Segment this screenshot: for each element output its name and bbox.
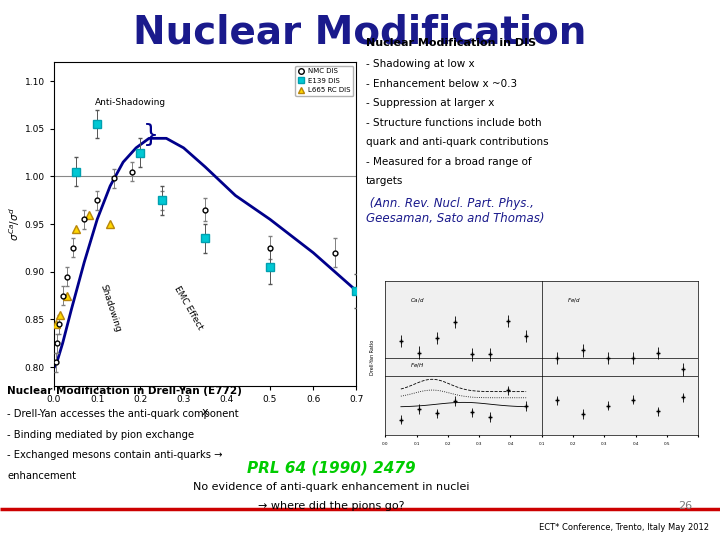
Text: quark and anti-quark contributions: quark and anti-quark contributions <box>366 137 549 147</box>
Legend: NMC DIS, E139 DIS, L665 RC DIS: NMC DIS, E139 DIS, L665 RC DIS <box>295 65 353 96</box>
L665 RC DIS <box>52 321 60 327</box>
Text: No evidence of anti-quark enhancement in nuclei: No evidence of anti-quark enhancement in… <box>193 482 469 492</box>
Text: → where did the pions go?: → where did the pions go? <box>258 501 405 511</box>
Text: Nuclear Modification in DIS: Nuclear Modification in DIS <box>366 38 536 48</box>
L665 RC DIS <box>71 226 80 232</box>
Text: $\mathit{Ca/d}$: $\mathit{Ca/d}$ <box>410 296 425 304</box>
Text: Shadowing: Shadowing <box>98 283 122 333</box>
Line: L665 RC DIS: L665 RC DIS <box>52 211 114 328</box>
Text: - Shadowing at low x: - Shadowing at low x <box>366 59 474 70</box>
Text: ECT* Conference, Trento, Italy May 2012: ECT* Conference, Trento, Italy May 2012 <box>539 523 709 532</box>
L665 RC DIS <box>106 221 114 227</box>
Text: Nuclear Modification in Drell-Yan (E772): Nuclear Modification in Drell-Yan (E772) <box>7 386 242 396</box>
Text: Nuclear Modification: Nuclear Modification <box>133 14 587 51</box>
Text: - Exchanged mesons contain anti-quarks →: - Exchanged mesons contain anti-quarks → <box>7 450 222 461</box>
Text: $\mathit{Fe/H}$: $\mathit{Fe/H}$ <box>410 361 425 369</box>
L665 RC DIS <box>84 211 93 218</box>
Text: Drell-Yan Ratio: Drell-Yan Ratio <box>370 340 375 375</box>
Text: - Enhancement below x ~0.3: - Enhancement below x ~0.3 <box>366 79 517 89</box>
Y-axis label: $\sigma^{Ca}/\sigma^{d}$: $\sigma^{Ca}/\sigma^{d}$ <box>7 207 22 241</box>
L665 RC DIS <box>63 292 71 299</box>
Text: - Drell-Yan accesses the anti-quark component: - Drell-Yan accesses the anti-quark comp… <box>7 409 239 420</box>
Text: PRL 64 (1990) 2479: PRL 64 (1990) 2479 <box>247 460 415 475</box>
Text: Anti-Shadowing: Anti-Shadowing <box>95 98 166 106</box>
Text: targets: targets <box>366 176 403 186</box>
Text: enhancement: enhancement <box>7 471 76 481</box>
Text: EMC Effect: EMC Effect <box>172 285 204 332</box>
Text: }: } <box>143 124 158 147</box>
Text: $\mathit{Fe/d}$: $\mathit{Fe/d}$ <box>567 296 581 304</box>
X-axis label: x: x <box>202 407 209 417</box>
Text: 26: 26 <box>678 501 693 511</box>
Text: (Ann. Rev. Nucl. Part. Phys.,
Geesaman, Sato and Thomas): (Ann. Rev. Nucl. Part. Phys., Geesaman, … <box>366 197 544 225</box>
Text: - Structure functions include both: - Structure functions include both <box>366 118 541 128</box>
Text: - Suppression at larger x: - Suppression at larger x <box>366 98 494 109</box>
Text: - Measured for a broad range of: - Measured for a broad range of <box>366 157 531 167</box>
Text: - Binding mediated by pion exchange: - Binding mediated by pion exchange <box>7 430 194 440</box>
L665 RC DIS <box>56 312 65 318</box>
